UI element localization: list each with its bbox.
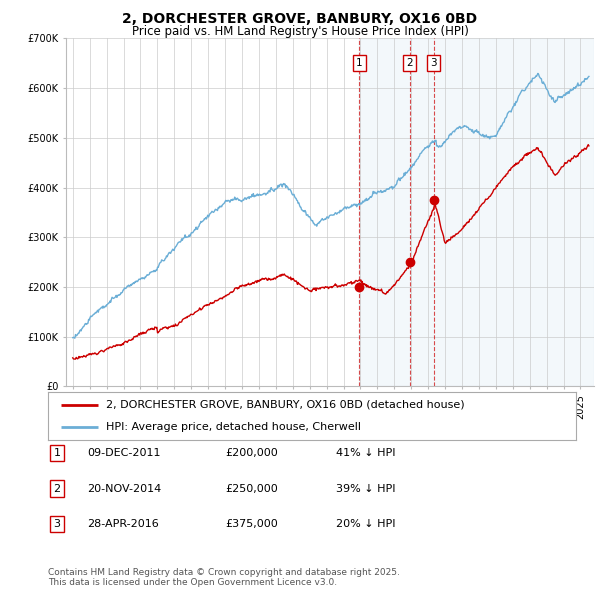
Text: £375,000: £375,000 bbox=[225, 519, 278, 529]
Text: £250,000: £250,000 bbox=[225, 484, 278, 493]
Text: Contains HM Land Registry data © Crown copyright and database right 2025.
This d: Contains HM Land Registry data © Crown c… bbox=[48, 568, 400, 587]
Bar bbox=[359, 38, 594, 386]
Text: 28-APR-2016: 28-APR-2016 bbox=[87, 519, 159, 529]
Text: 09-DEC-2011: 09-DEC-2011 bbox=[87, 448, 161, 458]
Text: 2, DORCHESTER GROVE, BANBURY, OX16 0BD (detached house): 2, DORCHESTER GROVE, BANBURY, OX16 0BD (… bbox=[106, 399, 465, 409]
Text: 39% ↓ HPI: 39% ↓ HPI bbox=[336, 484, 395, 493]
Text: 3: 3 bbox=[430, 58, 437, 68]
Text: 20% ↓ HPI: 20% ↓ HPI bbox=[336, 519, 395, 529]
Text: 2: 2 bbox=[406, 58, 413, 68]
Text: 3: 3 bbox=[53, 519, 61, 529]
Text: 41% ↓ HPI: 41% ↓ HPI bbox=[336, 448, 395, 458]
Text: HPI: Average price, detached house, Cherwell: HPI: Average price, detached house, Cher… bbox=[106, 422, 361, 432]
Text: 1: 1 bbox=[53, 448, 61, 458]
Text: 2: 2 bbox=[53, 484, 61, 493]
Text: £200,000: £200,000 bbox=[225, 448, 278, 458]
Text: 1: 1 bbox=[356, 58, 363, 68]
Text: 20-NOV-2014: 20-NOV-2014 bbox=[87, 484, 161, 493]
Text: 2, DORCHESTER GROVE, BANBURY, OX16 0BD: 2, DORCHESTER GROVE, BANBURY, OX16 0BD bbox=[122, 12, 478, 26]
Text: Price paid vs. HM Land Registry's House Price Index (HPI): Price paid vs. HM Land Registry's House … bbox=[131, 25, 469, 38]
